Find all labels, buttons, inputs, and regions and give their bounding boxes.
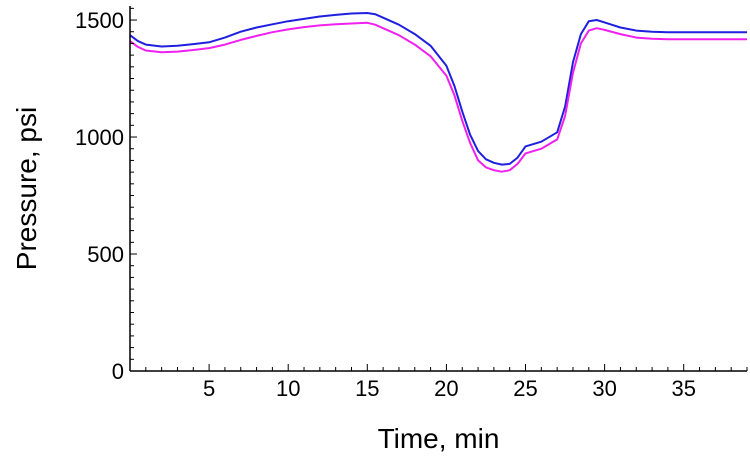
x-tick-label: 5 bbox=[203, 376, 215, 401]
y-tick-label: 1000 bbox=[75, 125, 124, 150]
y-tick-label: 1500 bbox=[75, 8, 124, 33]
series-line-2 bbox=[129, 21, 747, 173]
x-axis-title: Time, min bbox=[378, 423, 500, 454]
x-tick-label: 10 bbox=[276, 376, 300, 401]
y-tick-label: 500 bbox=[87, 242, 124, 267]
y-axis-title: Pressure, psi bbox=[11, 107, 42, 270]
tick-labels-layer: 0 500 1000 1500 5 10 15 20 25 30 35 bbox=[75, 8, 696, 401]
x-tick-label: 25 bbox=[513, 376, 537, 401]
series-layer bbox=[129, 12, 747, 173]
axes-layer bbox=[129, 6, 747, 372]
series-line-1 bbox=[129, 12, 747, 166]
ticks-layer bbox=[129, 7, 748, 372]
x-tick-label: 20 bbox=[434, 376, 458, 401]
x-tick-label: 15 bbox=[355, 376, 379, 401]
x-tick-label: 30 bbox=[592, 376, 616, 401]
y-tick-label: 0 bbox=[112, 359, 124, 384]
x-tick-label: 35 bbox=[671, 376, 695, 401]
